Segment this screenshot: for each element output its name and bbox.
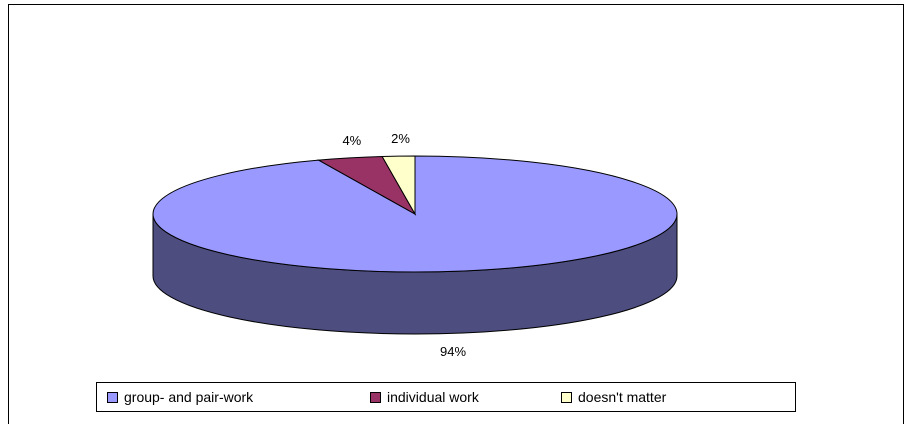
legend: group- and pair-work individual work doe…	[96, 382, 796, 412]
pie-tops	[152, 155, 678, 273]
legend-label-group-and-pair-work: group- and pair-work	[124, 389, 254, 405]
data-label-doesn-t-matter: 2%	[391, 131, 410, 146]
legend-item-doesnt-matter: doesn't matter	[561, 389, 666, 405]
legend-swatch-individual-work	[370, 391, 381, 403]
data-label-individual-work: 4%	[342, 133, 361, 148]
data-label-group-and-pair-work: 94%	[440, 344, 466, 359]
legend-item-group-and-pair-work: group- and pair-work	[107, 389, 253, 405]
legend-item-individual-work: individual work	[370, 389, 479, 405]
pie-labels: 94% 4% 2%	[342, 131, 466, 359]
legend-swatch-group-and-pair-work	[107, 391, 118, 403]
legend-label-individual-work: individual work	[387, 389, 479, 405]
legend-swatch-doesnt-matter	[561, 391, 572, 403]
chart-frame	[8, 4, 904, 424]
legend-label-doesnt-matter: doesn't matter	[578, 389, 667, 405]
pie-slice-doesn-t-matter	[381, 155, 416, 216]
